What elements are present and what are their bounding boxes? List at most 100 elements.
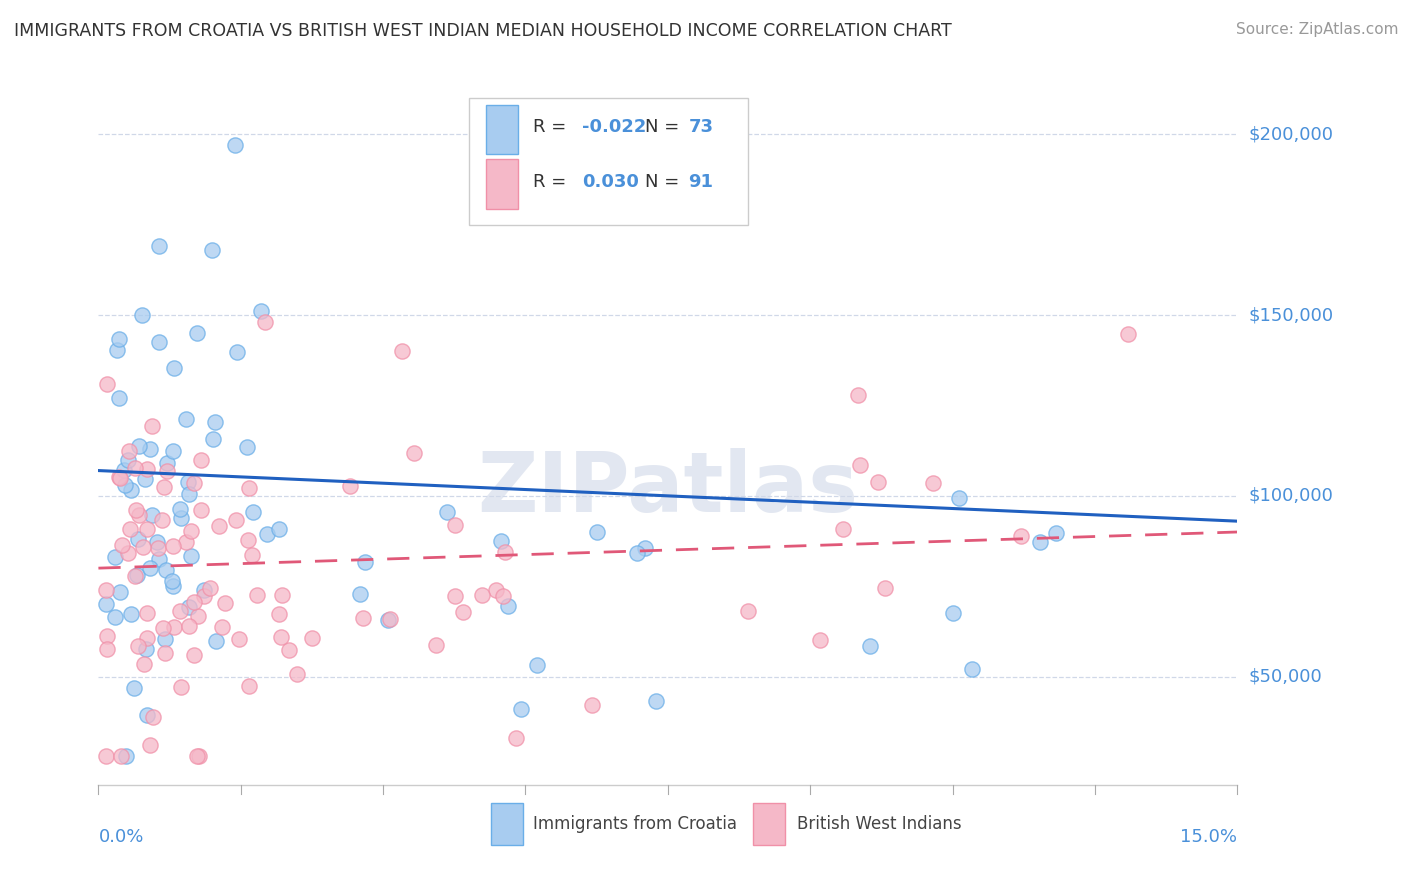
Point <box>108 392 131 406</box>
Point <box>808 633 831 648</box>
Point <box>148 239 170 253</box>
Point <box>581 698 603 713</box>
Point <box>270 630 292 644</box>
Point <box>190 453 212 467</box>
Text: Source: ZipAtlas.com: Source: ZipAtlas.com <box>1236 22 1399 37</box>
Point <box>960 662 983 676</box>
Point <box>174 535 197 549</box>
Point <box>122 681 145 695</box>
Point <box>444 589 467 603</box>
Point <box>125 568 148 582</box>
Point <box>626 546 648 560</box>
Text: -0.022: -0.022 <box>582 119 647 136</box>
Point <box>136 707 159 722</box>
Point <box>135 522 157 536</box>
Point <box>176 475 198 490</box>
Point <box>120 607 142 621</box>
Text: IMMIGRANTS FROM CROATIA VS BRITISH WEST INDIAN MEDIAN HOUSEHOLD INCOME CORRELATI: IMMIGRANTS FROM CROATIA VS BRITISH WEST … <box>14 22 952 40</box>
Point <box>505 731 527 745</box>
Point <box>179 487 201 501</box>
Point <box>238 679 260 693</box>
Point <box>193 589 215 603</box>
Point <box>451 605 474 619</box>
Text: $150,000: $150,000 <box>1249 306 1333 324</box>
Point <box>494 545 516 559</box>
Point <box>183 648 205 663</box>
Point <box>180 549 202 564</box>
Point <box>169 501 191 516</box>
Point <box>436 505 458 519</box>
Point <box>278 643 301 657</box>
Point <box>127 640 149 654</box>
Point <box>118 522 141 536</box>
Point <box>162 444 184 458</box>
Point <box>496 599 519 613</box>
Point <box>256 526 278 541</box>
Point <box>228 632 250 646</box>
Point <box>117 546 139 560</box>
Point <box>96 376 118 391</box>
Point <box>236 440 259 454</box>
Point <box>136 632 159 646</box>
Point <box>163 620 186 634</box>
Point <box>153 632 176 646</box>
Point <box>135 641 157 656</box>
Point <box>94 583 117 598</box>
Point <box>177 599 200 614</box>
Point <box>124 503 146 517</box>
Point <box>211 620 233 634</box>
Point <box>139 738 162 752</box>
Point <box>114 477 136 491</box>
Text: Immigrants from Croatia: Immigrants from Croatia <box>533 814 738 833</box>
Point <box>489 534 512 549</box>
Point <box>160 574 183 589</box>
Text: $100,000: $100,000 <box>1249 487 1333 505</box>
Point <box>204 415 226 429</box>
FancyBboxPatch shape <box>468 98 748 225</box>
Point <box>866 475 889 489</box>
Text: 0.0%: 0.0% <box>98 829 143 847</box>
Point <box>1045 525 1067 540</box>
Point <box>131 308 153 322</box>
Point <box>124 460 146 475</box>
Point <box>94 597 117 611</box>
Point <box>153 646 176 660</box>
Point <box>391 344 413 359</box>
Point <box>269 607 291 622</box>
Point <box>188 749 211 764</box>
Point <box>142 709 165 723</box>
Point <box>859 639 882 653</box>
Point <box>180 524 202 539</box>
Point <box>155 464 177 478</box>
Point <box>120 483 142 497</box>
Point <box>240 549 263 563</box>
Point <box>139 442 162 457</box>
Point <box>510 702 533 716</box>
Point <box>128 439 150 453</box>
Text: ZIPatlas: ZIPatlas <box>478 449 858 530</box>
Text: 73: 73 <box>689 119 713 136</box>
Point <box>404 446 426 460</box>
Point <box>112 463 135 477</box>
Point <box>443 518 465 533</box>
Point <box>186 749 208 764</box>
Point <box>141 419 163 434</box>
Point <box>201 243 224 257</box>
Point <box>141 508 163 523</box>
Point <box>132 540 155 554</box>
Text: N =: N = <box>645 119 685 136</box>
Point <box>117 453 139 467</box>
Text: 0.030: 0.030 <box>582 173 640 192</box>
Point <box>138 561 160 575</box>
Point <box>942 606 965 620</box>
Point <box>831 523 853 537</box>
Text: $200,000: $200,000 <box>1249 126 1333 144</box>
Point <box>225 513 247 527</box>
Point <box>105 343 128 357</box>
Point <box>873 581 896 595</box>
Point <box>634 541 657 555</box>
Point <box>150 512 173 526</box>
Point <box>224 138 246 153</box>
Point <box>134 657 156 671</box>
Point <box>922 475 945 490</box>
